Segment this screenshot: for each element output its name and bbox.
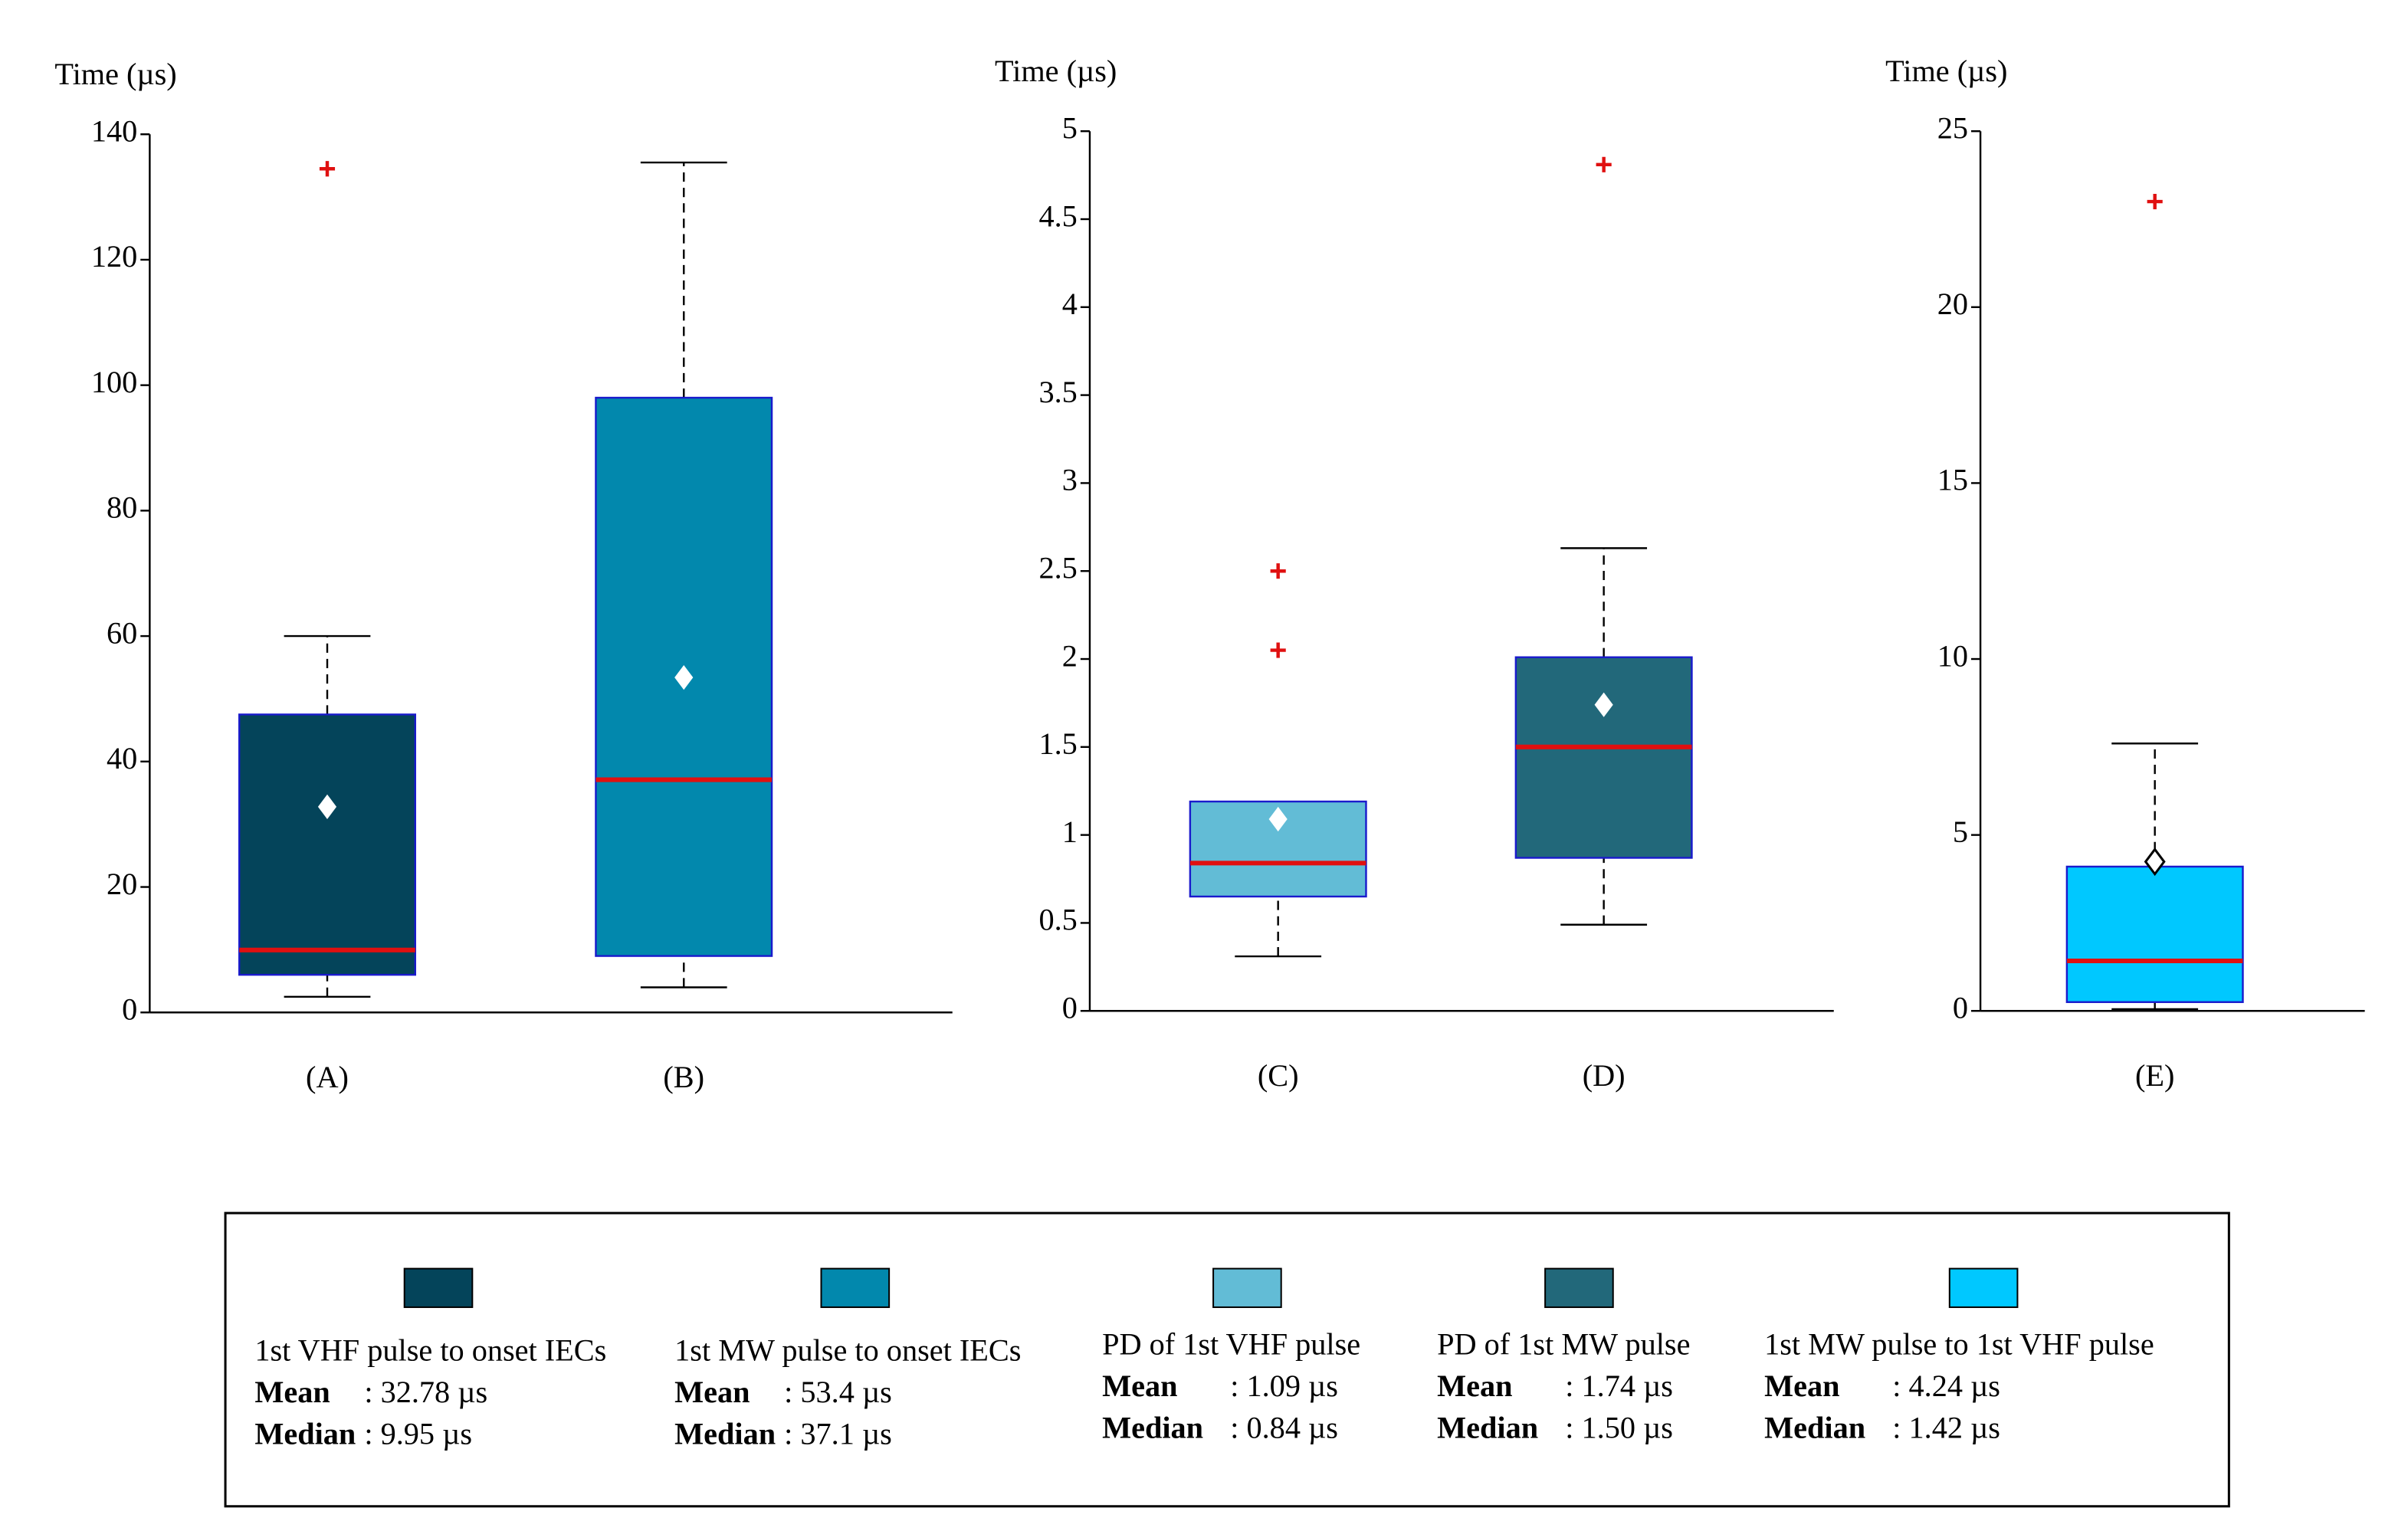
y-tick-label: 15 — [1937, 463, 1968, 497]
box — [1514, 656, 1693, 859]
y-tick-label: 0 — [1062, 990, 1078, 1024]
legend-mean-key: Mean — [1437, 1369, 1512, 1403]
legend-swatch — [1544, 1267, 1614, 1308]
legend-swatch — [403, 1267, 474, 1308]
y-tick-label: 1 — [1062, 815, 1078, 849]
legend-frame — [224, 1211, 2230, 1508]
y-tick-label: 40 — [107, 741, 137, 775]
legend-median-value: : 9.95 µs — [364, 1416, 472, 1451]
y-tick-label: 60 — [107, 615, 137, 650]
legend-mean-value: : 53.4 µs — [784, 1375, 892, 1409]
y-tick-label: 2.5 — [1038, 550, 1077, 585]
legend-name: PD of 1st VHF pulse — [1102, 1327, 1360, 1362]
y-tick-label: 25 — [1937, 110, 1968, 145]
legend-swatch — [820, 1267, 891, 1308]
legend-mean-key: Mean — [1764, 1369, 1839, 1403]
legend-mean-key: Mean — [254, 1375, 330, 1409]
legend-mean-value: : 32.78 µs — [364, 1375, 487, 1409]
outlier — [1596, 156, 1612, 172]
legend-median-value: : 0.84 µs — [1230, 1410, 1338, 1444]
mean-marker — [2144, 847, 2166, 877]
legend-name: 1st VHF pulse to onset IECs — [254, 1333, 606, 1368]
y-tick-label: 20 — [1937, 287, 1968, 321]
y-tick-label: 1.5 — [1038, 726, 1077, 761]
y-tick-label: 4.5 — [1038, 198, 1077, 233]
outlier — [1270, 642, 1286, 658]
legend-median-key: Median — [1764, 1410, 1865, 1444]
box — [2065, 865, 2244, 1003]
legend-median-value: : 37.1 µs — [784, 1416, 892, 1451]
legend-median-key: Median — [254, 1416, 356, 1451]
legend-median-value: : 1.50 µs — [1565, 1410, 1673, 1444]
legend-swatch — [1948, 1267, 2019, 1308]
y-tick-label: 10 — [1937, 638, 1968, 673]
legend-median-value: : 1.42 µs — [1892, 1410, 2000, 1444]
x-tick-label: (B) — [663, 1060, 704, 1094]
y-tick-label: 0.5 — [1038, 903, 1077, 937]
y-tick-label: 4 — [1062, 287, 1078, 321]
legend-name: 1st MW pulse to onset IECs — [674, 1333, 1021, 1368]
y-tick-label: 0 — [1953, 990, 1968, 1024]
legend-swatch — [1212, 1267, 1282, 1308]
legend-mean-key: Mean — [1102, 1369, 1177, 1403]
y-tick-label: 140 — [91, 113, 137, 148]
box — [238, 713, 417, 976]
y-tick-label: 5 — [1062, 110, 1078, 145]
y-tick-label: 3 — [1062, 463, 1078, 497]
y-tick-label: 0 — [122, 992, 137, 1027]
mean-marker — [317, 794, 337, 820]
x-tick-label: (A) — [306, 1060, 349, 1094]
x-tick-label: (E) — [2135, 1058, 2174, 1093]
y-tick-label: 2 — [1062, 638, 1078, 673]
y-axis-label: Time (µs) — [54, 57, 176, 91]
y-tick-label: 3.5 — [1038, 375, 1077, 409]
outlier — [2147, 193, 2163, 210]
legend-mean-value: : 1.74 µs — [1565, 1369, 1673, 1403]
outlier — [319, 161, 336, 177]
y-tick-label: 120 — [91, 239, 137, 274]
y-axis-label: Time (µs) — [995, 54, 1117, 88]
y-tick-label: 5 — [1953, 815, 1968, 849]
mean-marker — [1268, 806, 1288, 832]
y-tick-label: 20 — [107, 867, 137, 901]
y-axis-label: Time (µs) — [1885, 54, 2007, 88]
legend-mean-key: Mean — [674, 1375, 750, 1409]
legend-median-key: Median — [1437, 1410, 1538, 1444]
legend-median-key: Median — [1102, 1410, 1203, 1444]
legend-mean-value: : 1.09 µs — [1230, 1369, 1338, 1403]
x-tick-label: (D) — [1583, 1058, 1626, 1093]
legend-name: 1st MW pulse to 1st VHF pulse — [1764, 1327, 2154, 1362]
x-tick-label: (C) — [1258, 1058, 1299, 1093]
y-tick-label: 80 — [107, 490, 137, 525]
outlier — [1270, 563, 1286, 579]
y-tick-label: 100 — [91, 365, 137, 399]
legend-median-key: Median — [674, 1416, 776, 1451]
legend-name: PD of 1st MW pulse — [1437, 1327, 1690, 1362]
legend-mean-value: : 4.24 µs — [1892, 1369, 2000, 1403]
